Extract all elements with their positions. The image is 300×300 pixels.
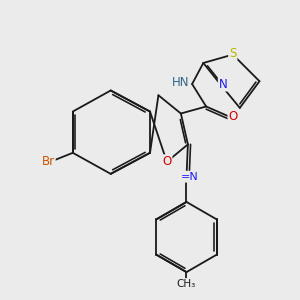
Text: HN: HN (172, 76, 189, 89)
Text: CH₃: CH₃ (177, 279, 196, 289)
Text: =N: =N (181, 172, 198, 182)
Text: O: O (162, 155, 172, 168)
Text: O: O (228, 110, 238, 123)
Text: S: S (229, 46, 236, 60)
Text: N: N (219, 77, 227, 91)
Text: Br: Br (42, 155, 55, 168)
